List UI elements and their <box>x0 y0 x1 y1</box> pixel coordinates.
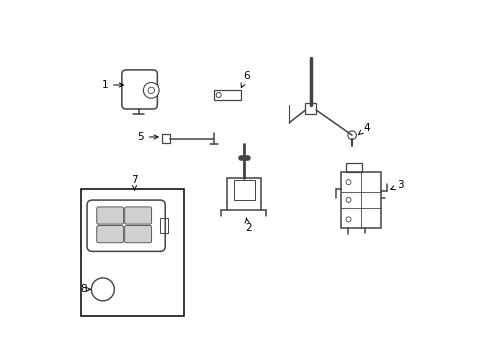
Text: 6: 6 <box>241 71 249 87</box>
Bar <box>162 134 169 143</box>
Text: 8: 8 <box>80 284 90 294</box>
FancyBboxPatch shape <box>124 226 151 243</box>
Text: 7: 7 <box>131 175 138 190</box>
FancyBboxPatch shape <box>124 207 151 224</box>
Text: 5: 5 <box>137 132 158 142</box>
Circle shape <box>346 197 350 202</box>
Bar <box>160 219 168 233</box>
FancyBboxPatch shape <box>97 226 123 243</box>
FancyBboxPatch shape <box>97 207 123 224</box>
FancyBboxPatch shape <box>87 200 165 251</box>
Text: 4: 4 <box>357 123 369 135</box>
Circle shape <box>143 82 159 98</box>
Circle shape <box>216 93 221 98</box>
Bar <box>345 163 361 172</box>
FancyBboxPatch shape <box>122 70 157 109</box>
Bar <box>81 189 183 316</box>
Circle shape <box>91 278 114 301</box>
Text: 2: 2 <box>244 218 251 233</box>
Bar <box>233 180 255 200</box>
Text: 3: 3 <box>390 180 403 190</box>
Bar <box>341 172 380 228</box>
Bar <box>214 90 241 100</box>
Bar <box>305 103 316 114</box>
Circle shape <box>347 131 356 139</box>
Text: 1: 1 <box>101 80 123 90</box>
Circle shape <box>148 87 154 94</box>
Circle shape <box>346 180 350 185</box>
Circle shape <box>346 217 350 222</box>
